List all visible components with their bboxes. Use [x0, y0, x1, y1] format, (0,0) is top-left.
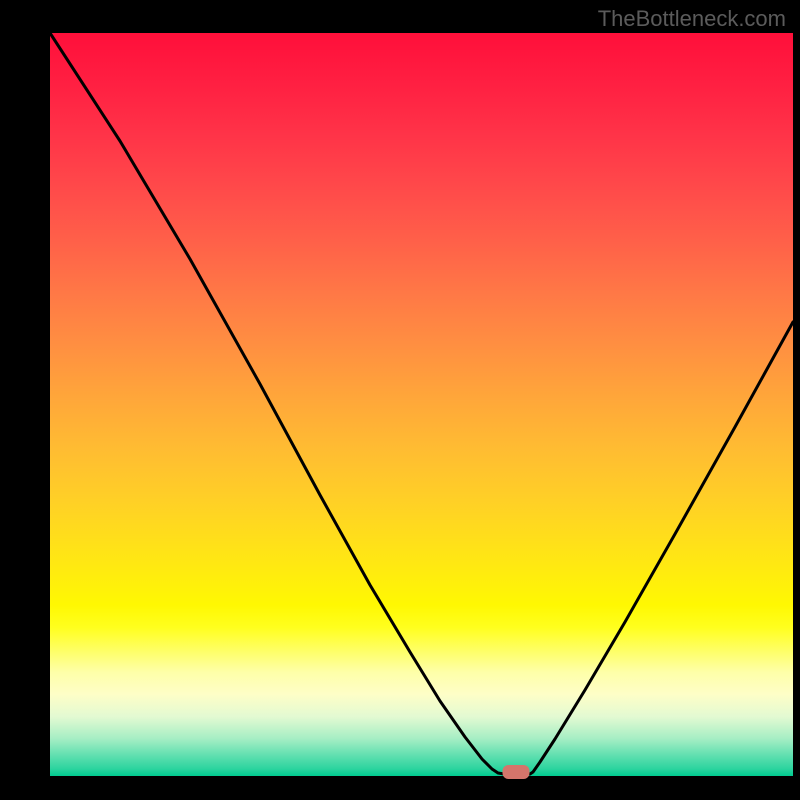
- optimal-point-marker: [0, 0, 800, 800]
- chart-container: TheBottleneck.com: [0, 0, 800, 800]
- watermark-text: TheBottleneck.com: [598, 6, 786, 32]
